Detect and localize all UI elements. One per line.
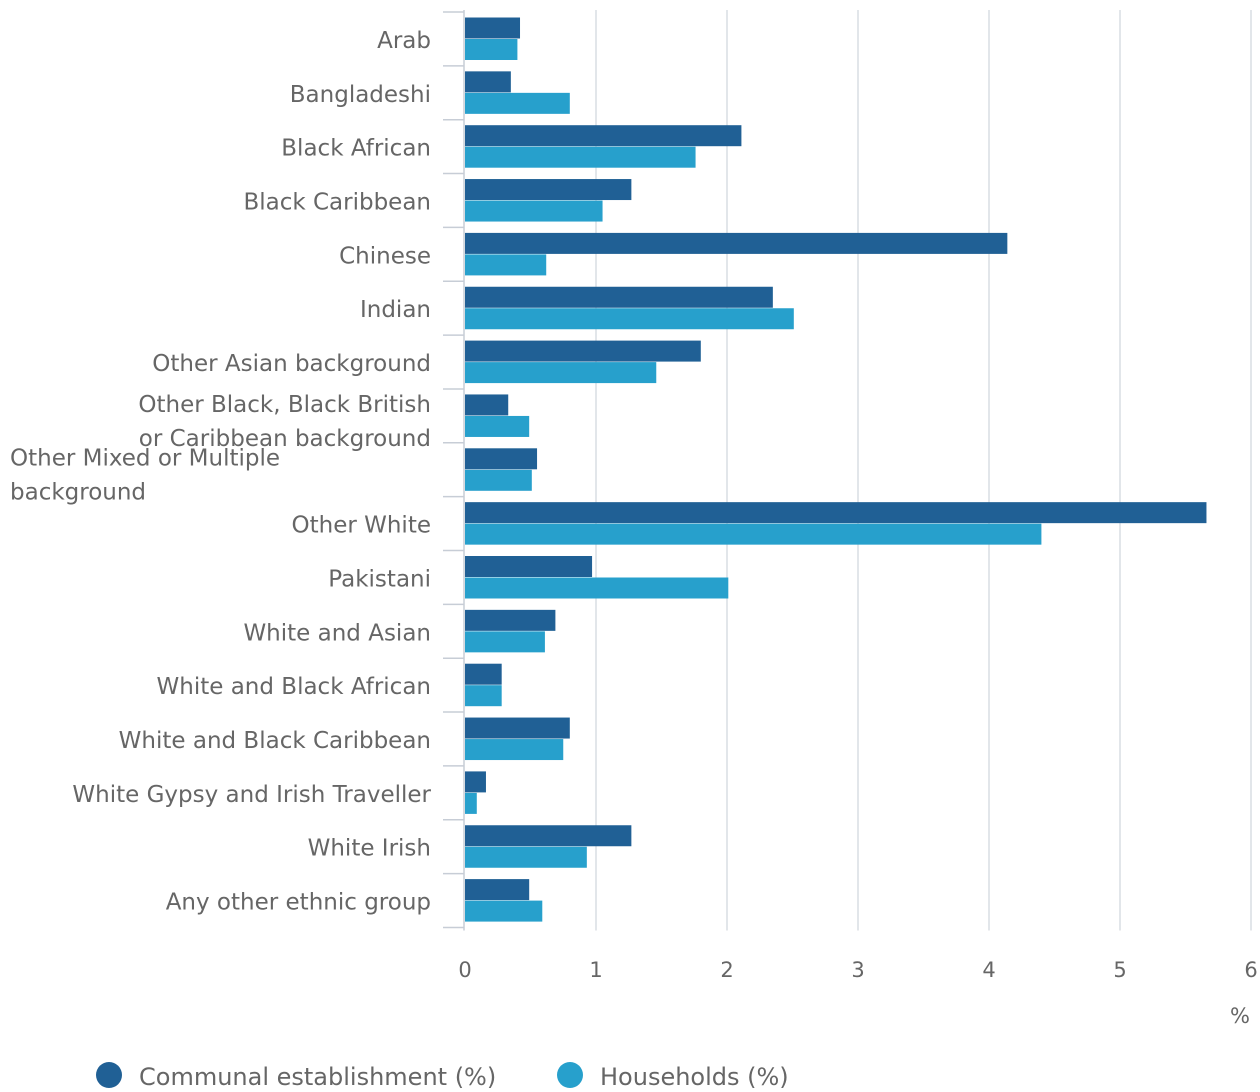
bar-households [465, 254, 547, 276]
category-label: Arab [377, 28, 431, 54]
x-axis-ticks: 0 1 2 3 4 5 6 [458, 958, 1257, 982]
category-label: Black Caribbean [243, 189, 431, 215]
legend-marker [96, 1062, 122, 1088]
category-label: or Caribbean background [139, 426, 431, 452]
bar-communal [465, 825, 632, 847]
category-labels: Arab Bangladeshi Black African Black Caribb… [10, 28, 432, 916]
category-label: Other White [292, 513, 432, 539]
bar-communal [465, 179, 632, 201]
legend-label: Households (%) [600, 1063, 789, 1091]
category-label: Indian [360, 297, 431, 323]
x-tick-label: 3 [851, 958, 864, 982]
bar-communal [465, 771, 486, 793]
bar-households [465, 469, 532, 491]
bar-communal [465, 232, 1008, 254]
bar-households [465, 200, 603, 222]
category-label: White and Asian [243, 620, 431, 646]
bar-communal [465, 502, 1207, 524]
bar-communal [465, 663, 502, 685]
category-label: White Irish [308, 836, 431, 862]
bar-households [465, 846, 587, 868]
bar-households [465, 39, 518, 60]
bar-communal [465, 394, 509, 416]
bar-communal [465, 556, 593, 577]
category-label: Bangladeshi [290, 82, 431, 108]
category-label: background [10, 480, 146, 506]
bar-communal [465, 717, 570, 739]
category-label: White and Black African [157, 674, 431, 700]
bar-communal [465, 879, 530, 901]
x-tick-label: 2 [720, 958, 733, 982]
category-label: White and Black Caribbean [119, 728, 431, 754]
category-label: Pakistani [328, 566, 431, 592]
bar-communal [465, 71, 511, 93]
bar-households [465, 577, 729, 599]
bar-households [465, 92, 570, 114]
x-tick-label: 0 [458, 958, 471, 982]
bar-households [465, 792, 477, 814]
category-label: Other Black, Black British [138, 392, 431, 418]
category-label: Any other ethnic group [166, 890, 431, 916]
bar-communal [465, 609, 556, 631]
category-label: Other Mixed or Multiple [10, 446, 280, 472]
legend: Communal establishment (%) Households (%) [96, 1062, 789, 1091]
bar-households [465, 308, 794, 330]
x-axis-unit-label: % [1230, 1004, 1250, 1028]
bar-households [465, 631, 545, 653]
bar-households [465, 685, 502, 707]
bar-households [465, 739, 564, 761]
legend-marker [557, 1062, 583, 1088]
bar-communal [465, 340, 701, 362]
category-label: White Gypsy and Irish Traveller [72, 782, 431, 808]
bar-households [465, 900, 543, 922]
category-label: Chinese [339, 243, 431, 269]
x-tick-label: 1 [589, 958, 602, 982]
bar-households [465, 362, 657, 384]
bar-communal [465, 125, 742, 147]
gridlines [595, 10, 1252, 931]
legend-label: Communal establishment (%) [139, 1063, 496, 1091]
bar-communal [465, 286, 773, 308]
x-tick-label: 6 [1244, 958, 1257, 982]
y-axis [443, 10, 465, 931]
category-label: Black African [281, 136, 431, 162]
bar-households [465, 415, 530, 437]
bar-communal [465, 17, 521, 39]
x-tick-label: 5 [1113, 958, 1126, 982]
bar-households [465, 523, 1042, 545]
bars [465, 17, 1207, 922]
bar-communal [465, 448, 538, 470]
bar-households [465, 146, 696, 168]
category-label: Other Asian background [152, 351, 431, 377]
x-tick-label: 4 [982, 958, 995, 982]
